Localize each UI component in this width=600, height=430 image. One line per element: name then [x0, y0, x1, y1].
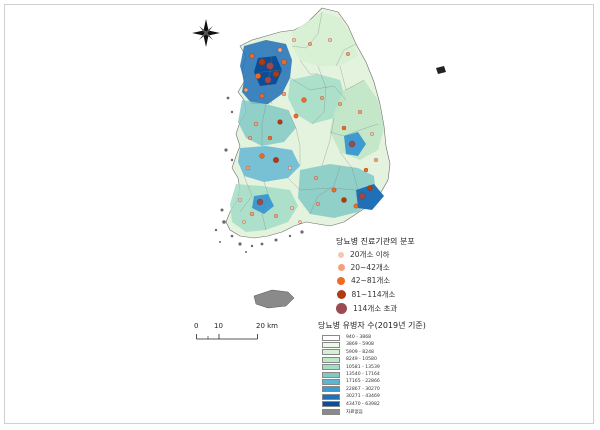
legend-dot-icon — [338, 251, 344, 258]
region-busan — [356, 184, 384, 210]
legend-swatch — [322, 393, 340, 400]
map-frame — [4, 4, 594, 424]
legend-swatch — [322, 408, 340, 415]
legend-swatch-label: 5909 - 8248 — [346, 349, 374, 355]
facility-legend: 당뇨병 진료기관의 분포 20개소 이하 20~42개소 42~81개소 81~… — [336, 236, 446, 314]
legend-dot-icon — [337, 276, 345, 285]
region-gwangju — [252, 194, 274, 214]
legend-swatch-label: 22867 - 30270 — [346, 386, 380, 392]
coastal-islands — [214, 96, 304, 253]
legend-swatch — [322, 349, 340, 356]
patient-legend: 당뇨병 유병자 수(2019년 기준) 940 - 3868 3869 - 590… — [318, 320, 448, 420]
legend-swatch-label: 30271 - 43469 — [346, 394, 380, 400]
legend-swatch — [322, 386, 340, 393]
patient-legend-item: 17165 - 22866 — [322, 378, 380, 385]
legend-swatch — [322, 341, 340, 348]
legend-swatch-label: 자료없음 — [346, 409, 363, 415]
facility-legend-item: 20개소 이하 — [336, 248, 390, 261]
legend-dot-icon — [336, 303, 347, 314]
scale-tick-label: 20 km — [256, 322, 279, 330]
legend-swatch — [322, 356, 340, 363]
jeju-island — [253, 289, 295, 309]
legend-swatch-label: 17165 - 22866 — [346, 379, 380, 385]
legend-dot-icon — [337, 264, 345, 271]
patient-legend-item: 940 - 3868 — [322, 334, 371, 341]
legend-swatch-label: 940 - 3868 — [346, 335, 372, 340]
legend-swatch-label: 10581 - 13539 — [346, 364, 380, 370]
legend-swatch — [322, 364, 340, 371]
patient-legend-item: 30271 - 43469 — [322, 393, 380, 400]
district-boundaries — [239, 11, 379, 231]
patient-legend-item: 5909 - 8248 — [322, 349, 374, 356]
legend-swatch — [322, 378, 340, 385]
facility-legend-title: 당뇨병 진료기관의 분포 — [336, 237, 415, 246]
scale-bar: 0 10 20 km — [194, 322, 286, 348]
facility-points — [238, 38, 378, 224]
region-gangwon — [292, 12, 358, 66]
legend-swatch-label: 3869 - 5908 — [346, 342, 374, 348]
patient-legend-item: 13540 - 17164 — [322, 371, 380, 378]
facility-legend-item: 20~42개소 — [336, 261, 390, 274]
patient-legend-item: 10581 - 13539 — [322, 364, 380, 371]
legend-swatch — [322, 401, 340, 408]
patient-legend-item: 22867 - 30270 — [322, 386, 380, 393]
legend-swatch-label: 43470 - 63982 — [346, 401, 380, 407]
patient-legend-item: 3869 - 5908 — [322, 341, 374, 348]
ulleung-island — [436, 66, 446, 74]
compass-rose-icon — [192, 19, 220, 47]
legend-swatch — [322, 371, 340, 378]
patient-legend-item: 8249 - 10580 — [322, 356, 377, 363]
region-gyeongbuk — [330, 80, 384, 160]
patient-legend-item: 자료없음 — [322, 408, 363, 415]
region-jeonbuk — [238, 146, 300, 182]
scale-tick-label: 0 — [194, 322, 199, 330]
patient-legend-title: 당뇨병 유병자 수(2019년 기준) — [318, 321, 426, 330]
facility-legend-item: 42~81개소 — [336, 274, 390, 287]
facility-legend-item: 81~114개소 — [336, 288, 395, 301]
region-chungnam — [238, 100, 296, 146]
legend-dot-icon — [336, 290, 346, 299]
legend-swatch — [322, 334, 340, 341]
patient-legend-item: 43470 - 63982 — [322, 401, 380, 408]
scale-bar-line — [196, 334, 258, 340]
legend-swatch-label: 13540 - 17164 — [346, 372, 380, 377]
facility-legend-item: 114개소 초과 — [336, 302, 397, 315]
scale-tick-label: 10 — [214, 322, 223, 330]
legend-swatch-label: 8249 - 10580 — [346, 357, 377, 363]
